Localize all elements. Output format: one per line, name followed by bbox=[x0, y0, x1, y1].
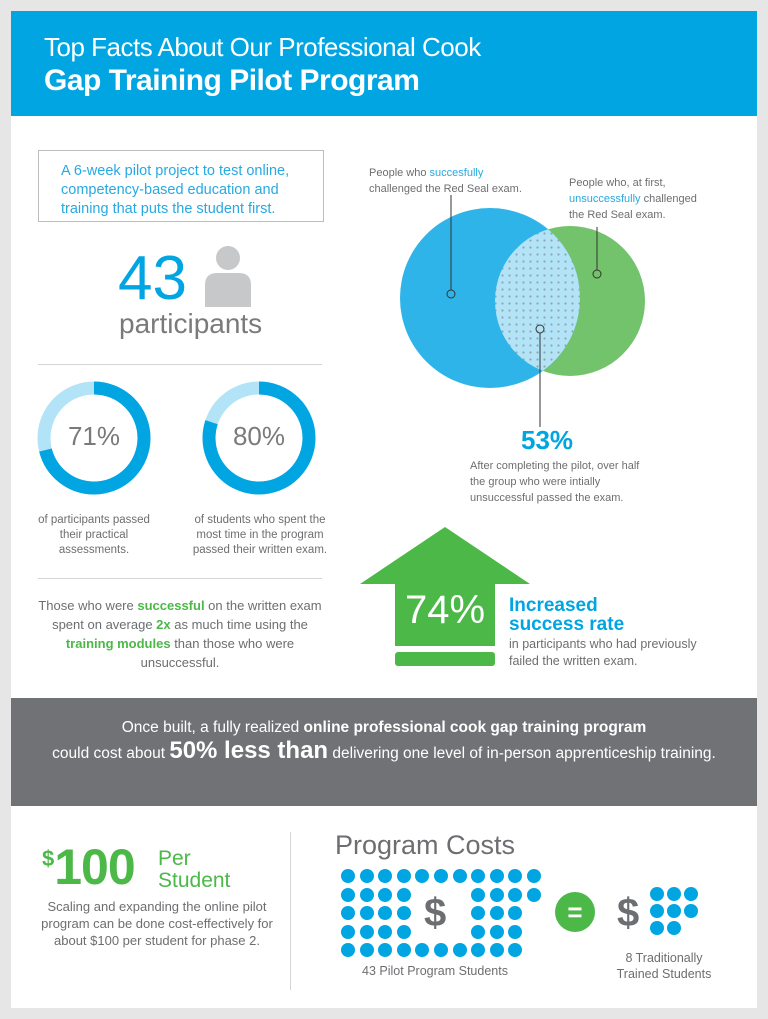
student-dot bbox=[341, 924, 355, 939]
student-dot bbox=[489, 869, 504, 883]
student-dot bbox=[359, 943, 374, 958]
increase-title: Increased success rate bbox=[509, 595, 625, 635]
student-dot bbox=[667, 904, 681, 918]
increase-subtitle: in participants who had previously faile… bbox=[509, 637, 697, 668]
student-dot bbox=[359, 887, 374, 902]
student-dot bbox=[471, 887, 486, 902]
student-dot bbox=[434, 869, 448, 883]
student-dot bbox=[650, 921, 664, 935]
student-dot bbox=[341, 887, 355, 902]
program-costs-title: Program Costs bbox=[335, 830, 516, 860]
donut-chart-71 bbox=[37, 381, 151, 495]
student-dot bbox=[508, 906, 523, 921]
student-dot bbox=[359, 869, 374, 883]
infographic-panel bbox=[11, 11, 757, 1008]
student-dot bbox=[508, 943, 523, 958]
student-dot bbox=[396, 943, 411, 958]
student-dot bbox=[415, 943, 430, 958]
student-dot bbox=[378, 924, 393, 939]
venn-stat-53: 53% bbox=[521, 425, 574, 455]
student-dot bbox=[378, 906, 393, 921]
student-dot bbox=[415, 869, 430, 883]
student-dot bbox=[396, 887, 411, 902]
venn-overlap bbox=[495, 226, 580, 376]
venn-stat-text: After completing the pilot, over half th… bbox=[470, 460, 640, 504]
student-dot bbox=[378, 887, 393, 902]
venn-left-label: People who succesfully challenged the Red… bbox=[369, 167, 522, 195]
student-dot bbox=[508, 869, 523, 883]
student-dot bbox=[396, 924, 411, 939]
student-dot bbox=[471, 924, 486, 939]
cost-band-text: Once built, a fully realized online prof… bbox=[52, 719, 716, 764]
student-dot bbox=[341, 869, 355, 883]
student-dot bbox=[508, 924, 523, 939]
success-fact-text: Those who were successful on the written… bbox=[38, 598, 322, 670]
title-line-1: Top Facts About Our Professional Cook bbox=[44, 32, 481, 62]
title-line-2: Gap Training Pilot Program bbox=[44, 64, 420, 97]
venn-right-label: People who, at first, unsuccessfully chal… bbox=[569, 177, 697, 221]
dollar-icon: $ bbox=[617, 891, 640, 935]
student-dot bbox=[508, 887, 523, 902]
donut-chart-80 bbox=[202, 381, 316, 495]
student-dot bbox=[684, 904, 698, 918]
cost-band: Once built, a fully realized online prof… bbox=[11, 698, 757, 806]
per-student-text: Scaling and expanding the online pilot p… bbox=[41, 899, 273, 948]
pilot-students-caption: 43 Pilot Program Students bbox=[362, 964, 508, 978]
student-dot bbox=[341, 943, 355, 958]
equals-icon: = bbox=[555, 892, 595, 932]
student-dot bbox=[667, 921, 681, 935]
divider bbox=[38, 578, 322, 579]
student-dot bbox=[452, 869, 467, 883]
student-dot bbox=[471, 943, 486, 958]
intro-box: A 6-week pilot project to test online, c… bbox=[38, 150, 324, 222]
student-dot bbox=[489, 887, 504, 902]
student-dot bbox=[341, 906, 355, 921]
student-dot bbox=[396, 906, 411, 921]
student-dot bbox=[378, 943, 393, 958]
student-dot bbox=[527, 869, 541, 883]
student-dot bbox=[684, 887, 698, 901]
student-dot bbox=[667, 887, 681, 901]
intro-text: A 6-week pilot project to test online, c… bbox=[61, 163, 290, 217]
donut-caption-71: of participants passed their practical a… bbox=[38, 514, 150, 556]
student-dot bbox=[378, 869, 393, 883]
increase-value: 74% bbox=[405, 588, 486, 632]
student-dot bbox=[471, 869, 486, 883]
participants-label: participants bbox=[119, 308, 263, 339]
student-dot bbox=[359, 924, 374, 939]
per-student-label: Per Student bbox=[158, 847, 231, 892]
student-dot bbox=[489, 906, 504, 921]
participants-count: 43 bbox=[118, 244, 187, 313]
student-dot bbox=[489, 943, 504, 958]
student-dot bbox=[452, 943, 467, 958]
student-dot bbox=[471, 906, 486, 921]
vertical-divider bbox=[290, 832, 291, 990]
student-dot bbox=[434, 943, 448, 958]
person-icon bbox=[205, 246, 251, 307]
header-banner bbox=[11, 11, 757, 116]
student-dot bbox=[650, 904, 664, 918]
up-arrow-icon bbox=[360, 527, 530, 666]
donut-value-80: 80% bbox=[232, 421, 286, 451]
student-dot bbox=[359, 906, 374, 921]
student-dot bbox=[650, 887, 664, 901]
student-dot bbox=[396, 869, 411, 883]
student-dot bbox=[489, 924, 504, 939]
divider bbox=[38, 364, 322, 365]
per-student-amount: $100 bbox=[42, 839, 136, 895]
venn-diagram bbox=[400, 195, 645, 427]
traditional-students-caption: 8 Traditionally Trained Students bbox=[616, 951, 712, 981]
dollar-icon: $ bbox=[424, 891, 447, 935]
donut-value-71: 71% bbox=[67, 421, 121, 451]
donut-caption-80: of students who spent the most time in t… bbox=[192, 514, 328, 556]
student-dot bbox=[527, 887, 541, 902]
